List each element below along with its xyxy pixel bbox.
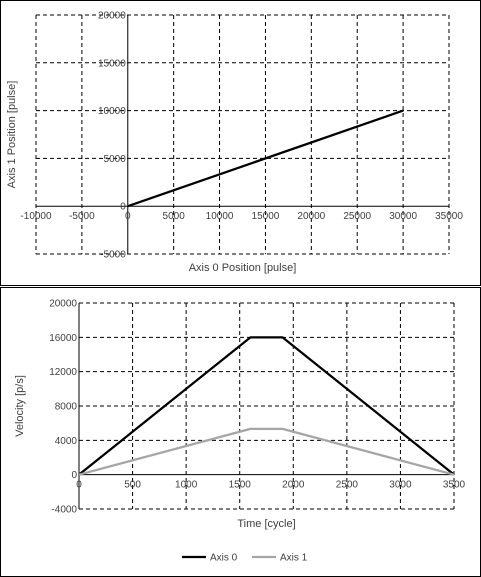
x-tick-label: 500 — [124, 480, 141, 491]
x-tick-label: 10000 — [206, 211, 234, 222]
x-tick-label: 0 — [125, 211, 131, 222]
x-tick-label: 1000 — [175, 480, 198, 491]
series-line-1 — [127, 109, 404, 208]
y-tick-label: 20000 — [98, 11, 126, 22]
legend-label-axis-0: Axis 0 — [210, 553, 238, 564]
series-line-axis-1 — [78, 427, 455, 476]
legend-label-axis-1: Axis 1 — [280, 553, 308, 564]
position-chart: -10000 -5000 0 5000 10000 15000 20000 25000 3000… — [6, 11, 463, 275]
y-tick-label: -4000 — [51, 505, 77, 516]
velocity-chart: 0 500 1000 1500 2000 2500 3000 3500 -4000 0 4000 80… — [14, 299, 466, 564]
y-axis-title: Axis 1 Position [pulse] — [6, 81, 18, 189]
x-tick-label: 35000 — [435, 211, 463, 222]
y-tick-label: 12000 — [49, 367, 77, 378]
x-tick-label: 20000 — [297, 211, 325, 222]
y-tick-label: 15000 — [98, 58, 126, 69]
y-tick-label: 4000 — [55, 436, 78, 447]
x-tick-label: -5000 — [69, 211, 95, 222]
y-tick-label: 20000 — [49, 299, 77, 310]
x-tick-label: 30000 — [389, 211, 417, 222]
y-tick-label: 8000 — [55, 402, 78, 413]
y-tick-label: -5000 — [100, 250, 126, 261]
y-tick-label: 16000 — [49, 333, 77, 344]
x-tick-label: 2500 — [336, 480, 359, 491]
velocity-chart-panel: 0 500 1000 1500 2000 2500 3000 3500 -4000 0 4000 80… — [0, 287, 481, 577]
y-tick-label: 10000 — [98, 106, 126, 117]
x-tick-label: 25000 — [343, 211, 371, 222]
x-tick-label: 5000 — [163, 211, 186, 222]
x-tick-label: 3000 — [389, 480, 412, 491]
x-tick-label: 0 — [76, 480, 82, 491]
series-line-axis-0 — [78, 336, 455, 476]
x-tick-label: 3500 — [443, 480, 466, 491]
y-axis-title: Velocity [p/s] — [14, 375, 26, 437]
x-axis-title: Time [cycle] — [237, 518, 295, 530]
y-tick-label: 0 — [71, 470, 77, 481]
x-tick-label: -10000 — [20, 211, 52, 222]
y-tick-label: 5000 — [104, 154, 127, 165]
x-tick-label: 15000 — [252, 211, 280, 222]
x-tick-label: 1500 — [229, 480, 252, 491]
position-chart-panel: -10000 -5000 0 5000 10000 15000 20000 25000 3000… — [0, 0, 481, 286]
x-axis-title: Axis 0 Position [pulse] — [189, 262, 297, 274]
y-tick-label: 0 — [120, 202, 126, 213]
x-tick-label: 2000 — [282, 480, 305, 491]
